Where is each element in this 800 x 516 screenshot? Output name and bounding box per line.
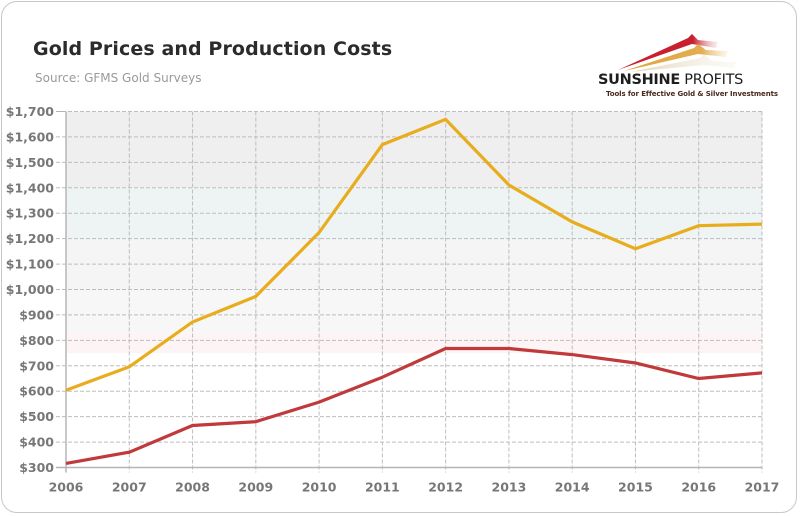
background-band <box>66 289 762 333</box>
series-line-gold-price <box>65 117 763 392</box>
logo-tagline: Tools for Effective Gold & Silver Invest… <box>606 90 778 98</box>
y-tick-label: $1,000 <box>6 282 55 297</box>
y-tick-label: $600 <box>19 384 54 399</box>
gridlines <box>56 111 763 473</box>
logo-name: SUNSHINE PROFITS <box>598 72 744 88</box>
x-tick-label: 2009 <box>238 480 273 495</box>
logo-ray-cream <box>630 54 736 72</box>
chart-title: Gold Prices and Production Costs <box>33 38 393 60</box>
axes <box>56 111 762 473</box>
series-lines <box>65 117 763 465</box>
x-tick-label: 2007 <box>112 480 147 495</box>
y-tick-label: $1,200 <box>6 231 55 246</box>
y-tick-label: $1,600 <box>6 129 55 144</box>
x-tick-label: 2013 <box>492 480 527 495</box>
background-bands <box>66 111 762 354</box>
x-tick-label: 2010 <box>302 480 337 495</box>
y-tick-label: $400 <box>19 435 54 450</box>
y-tick-label: $1,500 <box>6 155 55 170</box>
y-tick-label: $1,300 <box>6 206 55 221</box>
y-tick-label: $1,400 <box>6 180 55 195</box>
x-tick-label: 2015 <box>618 480 653 495</box>
x-tick-label: 2016 <box>681 480 716 495</box>
y-tick-label: $900 <box>19 307 54 322</box>
x-tick-label: 2006 <box>49 480 84 495</box>
x-tick-label: 2008 <box>175 480 210 495</box>
y-tick-label: $300 <box>19 460 54 475</box>
y-axis-labels: $300 $400 $500 $600 $700 $800 $900 $1,000 $1,100… <box>6 104 55 475</box>
x-tick-label: 2014 <box>555 480 590 495</box>
y-tick-label: $500 <box>19 409 54 424</box>
y-tick-label: $1,100 <box>6 257 55 272</box>
background-band <box>66 332 762 354</box>
y-tick-label: $800 <box>19 333 54 348</box>
sunshine-profits-logo-icon <box>618 34 736 72</box>
logo-ray-gold <box>624 44 728 71</box>
x-tick-label: 2011 <box>365 480 400 495</box>
logo-ray-red <box>618 34 718 70</box>
series-line-production-cost <box>65 346 763 465</box>
y-tick-label: $700 <box>19 358 54 373</box>
chart-subtitle: Source: GFMS Gold Surveys <box>35 71 202 85</box>
x-tick-label: 2012 <box>428 480 463 495</box>
x-tick-label: 2017 <box>745 480 780 495</box>
y-tick-label: $1,700 <box>6 104 55 119</box>
x-axis-labels: 2006 2007 2008 2009 2010 2011 2012 2013 2014 2015… <box>49 480 780 495</box>
background-band <box>66 111 762 188</box>
